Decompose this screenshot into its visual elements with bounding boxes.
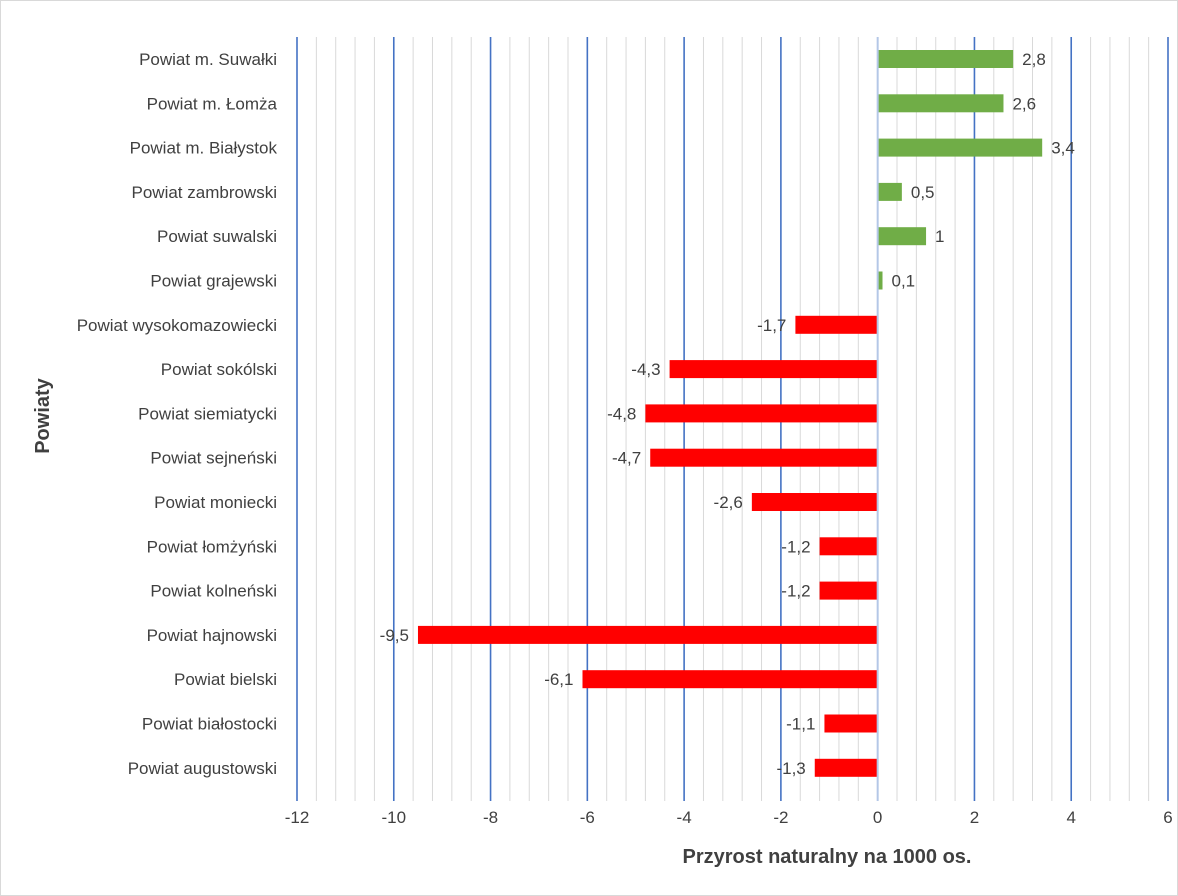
x-tick-label: 0 xyxy=(873,808,882,827)
data-label: 0,5 xyxy=(911,183,935,202)
category-label: Powiat siemiatycki xyxy=(138,404,277,423)
category-label: Powiat suwalski xyxy=(157,227,277,246)
x-tick-label: -10 xyxy=(381,808,406,827)
bar xyxy=(877,94,1004,113)
bar xyxy=(582,670,878,689)
data-label: -4,7 xyxy=(612,449,641,468)
data-label: 3,4 xyxy=(1051,139,1075,158)
bar xyxy=(751,493,878,511)
data-label: -1,2 xyxy=(781,537,810,556)
x-tick-label: -2 xyxy=(773,808,788,827)
bar xyxy=(645,404,878,423)
bar xyxy=(877,138,1043,157)
x-tick-label: -12 xyxy=(285,808,310,827)
bars xyxy=(417,50,1043,777)
bar xyxy=(795,315,878,334)
bar xyxy=(650,448,878,467)
data-label: -9,5 xyxy=(380,626,409,645)
bar xyxy=(877,50,1014,68)
category-label: Powiat augustowski xyxy=(128,759,277,778)
bar xyxy=(877,182,902,201)
category-label: Powiat bielski xyxy=(174,670,277,689)
category-label: Powiat białostocki xyxy=(142,715,277,734)
data-label: -1,2 xyxy=(781,582,810,601)
category-label: Powiat zambrowski xyxy=(132,183,278,202)
data-label: -1,3 xyxy=(776,759,805,778)
bar xyxy=(417,625,878,644)
category-label: Powiat sejneński xyxy=(150,449,277,468)
data-label: -4,3 xyxy=(631,360,660,379)
bar xyxy=(819,537,878,556)
data-labels: 2,8 2,6 3,4 0,5 1 0,1 -1,7 -4,3 -4,8 -4,7 -2,6 -1,2… xyxy=(380,50,1075,778)
x-tick-label: 6 xyxy=(1163,808,1172,827)
data-label: 2,8 xyxy=(1022,50,1046,69)
category-label: Powiat m. Białystok xyxy=(130,139,278,158)
category-label: Powiat grajewski xyxy=(150,272,277,291)
data-label: -2,6 xyxy=(714,493,743,512)
x-tick-label: -6 xyxy=(580,808,595,827)
category-label: Powiat moniecki xyxy=(154,493,277,512)
category-label: Powiat m. Suwałki xyxy=(139,50,277,69)
category-label: Powiat łomżyński xyxy=(147,537,277,556)
category-label: Powiat wysokomazowiecki xyxy=(77,316,277,335)
bar xyxy=(669,360,878,379)
x-tick-label: 2 xyxy=(970,808,979,827)
bar xyxy=(819,581,878,600)
x-tick-label: 4 xyxy=(1066,808,1075,827)
x-tick-label: -4 xyxy=(677,808,692,827)
bar xyxy=(877,227,927,246)
data-label: -4,8 xyxy=(607,404,636,423)
data-label: -1,7 xyxy=(757,316,786,335)
bar xyxy=(877,271,883,290)
tick-labels: -12 -10 -8 -6 -4 -2 0 2 4 6 xyxy=(285,808,1173,827)
category-label: Powiat sokólski xyxy=(161,360,277,379)
bar xyxy=(824,714,878,733)
category-label: Powiat kolneński xyxy=(150,582,277,601)
data-label: 1 xyxy=(935,227,944,246)
category-labels: Powiat m. Suwałki Powiat m. Łomża Powiat m… xyxy=(77,50,278,778)
category-label: Powiat m. Łomża xyxy=(147,94,278,113)
y-axis-title: Powiaty xyxy=(32,377,54,453)
category-label: Powiat hajnowski xyxy=(147,626,277,645)
bar xyxy=(814,758,878,777)
x-tick-label: -8 xyxy=(483,808,498,827)
x-axis-title: Przyrost naturalny na 1000 os. xyxy=(682,846,971,868)
data-label: 0,1 xyxy=(892,272,916,291)
data-label: 2,6 xyxy=(1012,94,1036,113)
data-label: -1,1 xyxy=(786,715,815,734)
data-label: -6,1 xyxy=(544,670,573,689)
